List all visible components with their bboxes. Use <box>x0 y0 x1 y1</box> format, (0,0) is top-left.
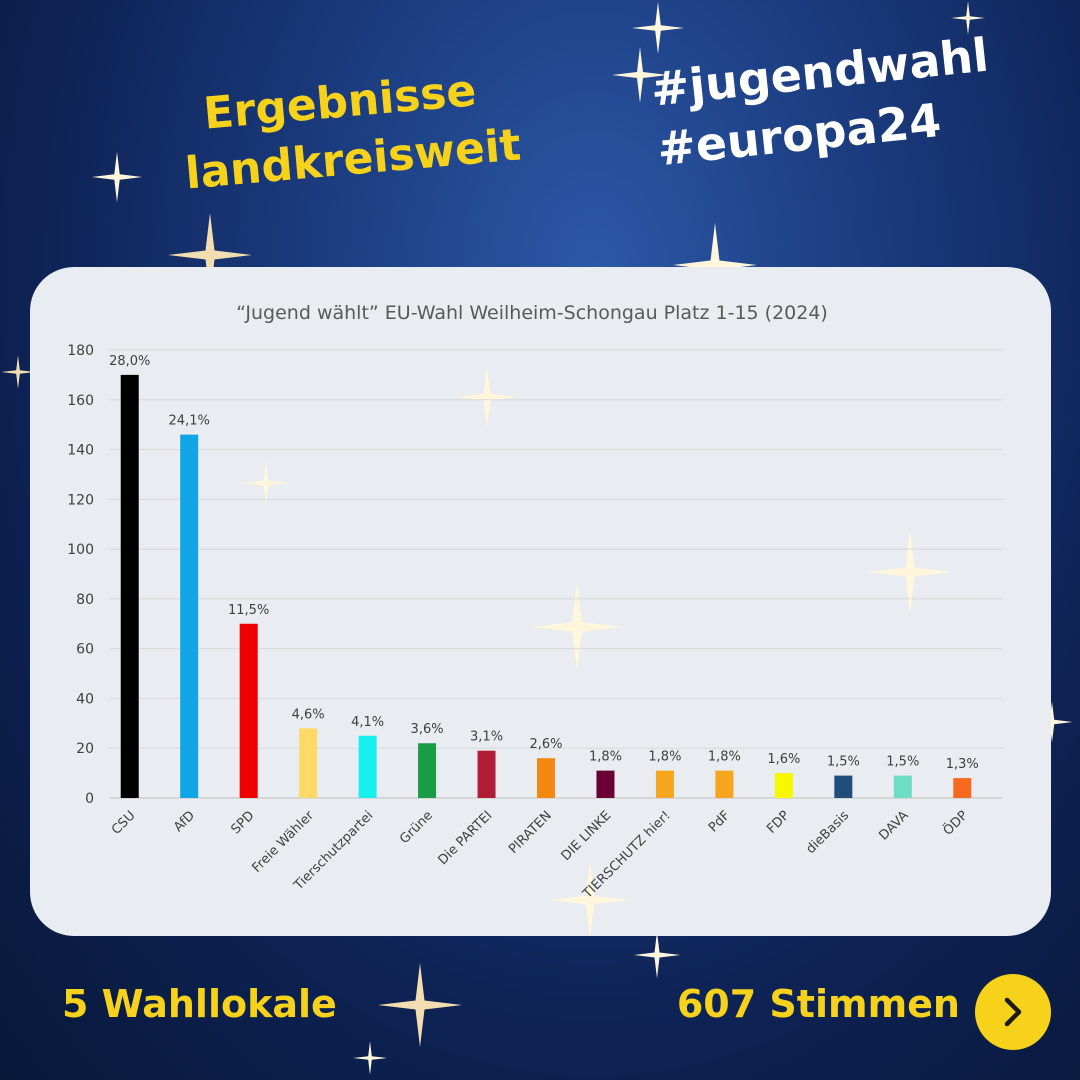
bar-afd <box>180 434 199 798</box>
bar-value-label: 1,8% <box>648 750 681 765</box>
x-tick-label: CSU <box>109 808 139 838</box>
y-tick-label: 120 <box>67 492 94 508</box>
y-tick-label: 20 <box>76 741 94 757</box>
bar-value-label: 1,8% <box>708 750 741 765</box>
y-tick-label: 80 <box>76 592 94 608</box>
x-tick-label: ÖDP <box>939 807 971 839</box>
bar-chart: “Jugend wählt” EU-Wahl Weilheim-Schongau… <box>67 302 1002 936</box>
next-button[interactable] <box>975 974 1051 1050</box>
x-tick-label: AfD <box>171 808 198 835</box>
bar-value-label: 1,5% <box>886 755 919 770</box>
bar-value-label: 24,1% <box>169 414 210 429</box>
chart-panel: “Jugend wählt” EU-Wahl Weilheim-Schongau… <box>30 267 1051 936</box>
sparkle-star-icon <box>1 355 35 389</box>
bar-die-linke <box>596 770 615 798</box>
bar-csu <box>120 374 139 798</box>
sparkle-star-icon <box>673 223 757 307</box>
sparkle-star-icon <box>612 47 668 103</box>
y-tick-label: 0 <box>85 791 94 807</box>
chart-title: “Jugend wählt” EU-Wahl Weilheim-Schongau… <box>236 302 828 324</box>
votes-count: 607 Stimmen <box>676 982 960 1026</box>
bar-ödp <box>953 778 972 798</box>
sparkle-star-icon <box>532 582 622 672</box>
bar-value-label: 2,6% <box>529 737 562 752</box>
sparkle-star-icon <box>243 460 289 506</box>
bar-value-label: 11,5% <box>228 603 269 618</box>
sparkle-star-icon <box>378 963 462 1047</box>
y-tick-label: 160 <box>67 393 94 409</box>
bar-tierschutz-hier- <box>655 770 674 798</box>
x-tick-label: PdF <box>706 808 733 835</box>
bar-tierschutzpartei <box>358 735 377 798</box>
x-tick-label: DAVA <box>876 808 911 843</box>
x-tick-label: DIE LINKE <box>559 808 615 864</box>
x-tick-label: Die PARTEI <box>435 808 495 868</box>
x-tick-label: SPD <box>228 808 257 837</box>
bar-die-partei <box>477 750 496 798</box>
bar-diebasis <box>834 775 853 798</box>
bar-grüne <box>418 743 437 798</box>
y-tick-label: 100 <box>67 542 94 558</box>
bar-dava <box>893 775 912 798</box>
hashtags: #jugendwahl #europa24 <box>648 28 991 180</box>
sparkle-star-icon <box>353 1041 387 1075</box>
sparkle-star-icon <box>868 530 952 614</box>
y-tick-label: 60 <box>76 642 94 658</box>
y-tick-label: 180 <box>67 343 94 359</box>
bar-value-label: 3,6% <box>411 722 444 737</box>
bar-value-label: 4,1% <box>351 715 384 730</box>
x-tick-label: dieBasis <box>803 808 852 857</box>
chevron-right-icon <box>1004 997 1022 1027</box>
bar-value-label: 28,0% <box>109 354 150 369</box>
sparkle-star-icon <box>1031 701 1073 743</box>
x-tick-label: PIRATEN <box>506 808 555 857</box>
y-tick-label: 140 <box>67 443 94 459</box>
sparkle-star-icon <box>631 1 685 55</box>
bar-piraten <box>537 758 555 798</box>
sparkle-star-icon <box>456 366 518 428</box>
bar-freie-wähler <box>299 728 318 798</box>
sparkle-star-icon <box>168 213 252 297</box>
bar-value-label: 3,1% <box>470 730 503 745</box>
bar-fdp <box>774 773 793 798</box>
headline: Ergebnisse landkreisweit <box>178 60 522 203</box>
sparkle-star-icon <box>633 931 681 979</box>
x-tick-label: FDP <box>764 808 793 837</box>
polling-stations-count: 5 Wahllokale <box>62 982 337 1026</box>
bar-pdf <box>715 770 734 798</box>
x-tick-label: Grüne <box>397 808 436 847</box>
sparkle-star-icon <box>550 860 630 936</box>
y-tick-label: 40 <box>76 691 94 707</box>
bar-spd <box>239 623 258 798</box>
bar-value-label: 1,3% <box>946 757 979 772</box>
sparkle-star-icon <box>91 151 143 203</box>
sparkle-star-icon <box>951 1 985 35</box>
bar-value-label: 1,8% <box>589 750 622 765</box>
bar-value-label: 4,6% <box>292 707 325 722</box>
bar-value-label: 1,6% <box>767 752 800 767</box>
bar-value-label: 1,5% <box>827 755 860 770</box>
